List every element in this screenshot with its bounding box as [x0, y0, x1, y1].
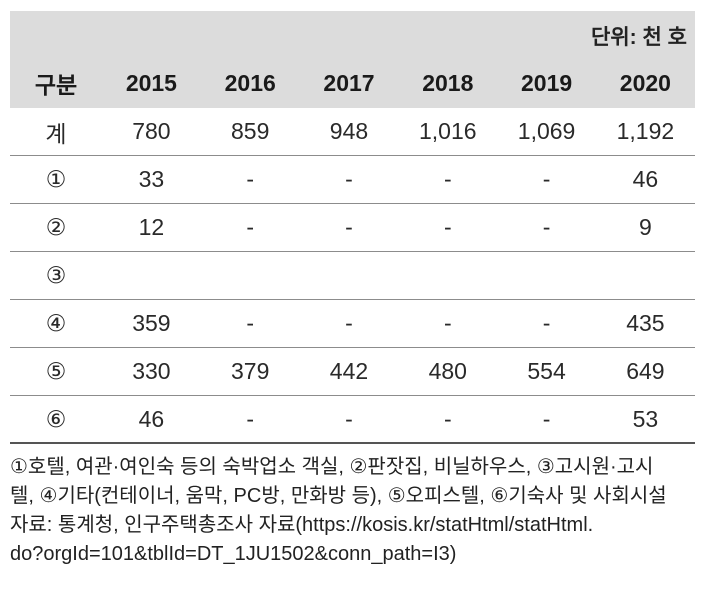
table-cell: 1,192	[616, 118, 675, 144]
table-footnote: ①호텔, 여관·여인숙 등의 숙박업소 객실, ②판잣집, 비닐하우스, ③고시…	[10, 453, 695, 569]
row-label: ④	[45, 310, 67, 336]
row-label: ③	[45, 262, 67, 288]
table-row-6: ⑥ 46 - - - - 53	[10, 396, 695, 444]
table-cell: -	[345, 405, 353, 432]
table-cell: -	[542, 214, 551, 240]
table-cell: 442	[329, 358, 369, 384]
table-cell: 359	[132, 310, 171, 336]
header-year-2015: 2015	[125, 69, 177, 96]
table-row-4: ④ 359 - - - - 435	[10, 300, 695, 348]
footnote-source-line-1: 자료: 통계청, 인구주택총조사 자료(https://kosis.kr/sta…	[10, 514, 594, 536]
table-cell: 9	[638, 214, 652, 240]
table-cell: -	[542, 310, 551, 336]
table-cell: -	[443, 405, 452, 432]
row-label: 계	[45, 120, 67, 147]
table-cell: 46	[138, 405, 165, 432]
table-cell: -	[443, 166, 452, 192]
header-row: 구분 2015 2016 2017 2018 2019 2020	[10, 63, 695, 103]
table-cell: 780	[132, 118, 171, 144]
table-cell: 379	[231, 358, 270, 384]
row-label: ⑥	[45, 405, 67, 432]
table-cell: 859	[231, 118, 270, 144]
table-cell: -	[345, 310, 353, 336]
header-year-2018: 2018	[422, 69, 474, 96]
table-row-5: ⑤ 330 379 442 480 554 649	[10, 348, 695, 396]
table-cell: 649	[626, 358, 665, 384]
table-cell: 330	[132, 358, 171, 384]
table-cell: 1,069	[517, 118, 576, 144]
table-cell: 435	[626, 310, 665, 336]
table-row-3: ③	[10, 252, 695, 300]
table-cell: -	[246, 310, 255, 336]
statistics-table-container: 단위: 천 호 구분 2015 2016 2017 2018 2019 2020…	[10, 11, 695, 569]
row-label: ①	[45, 166, 67, 192]
header-year-2019: 2019	[521, 69, 573, 96]
table-cell: -	[345, 214, 353, 240]
table-cell: -	[246, 214, 255, 240]
table-cell: -	[443, 310, 452, 336]
header-category: 구분	[34, 72, 78, 98]
table-cell: -	[542, 166, 551, 192]
table-cell: -	[246, 166, 255, 192]
footnote-line-1: ①호텔, 여관·여인숙 등의 숙박업소 객실, ②판잣집, 비닐하우스, ③고시…	[10, 456, 654, 478]
footnote-line-2: 텔, ④기타(컨테이너, 움막, PC방, 만화방 등), ⑤오피스텔, ⑥기숙…	[10, 485, 667, 507]
table-cell: 33	[138, 166, 165, 192]
table-cell: 1,016	[419, 118, 477, 144]
table-cell: 53	[632, 405, 659, 432]
table-row-2: ② 12 - - - - 9	[10, 204, 695, 252]
header-year-2017: 2017	[323, 69, 375, 96]
table-cell: -	[345, 166, 353, 192]
table-cell: -	[246, 405, 255, 432]
table-row-1: ① 33 - - - - 46	[10, 156, 695, 204]
footnote-source-line-2: do?orgId=101&tblId=DT_1JU1502&conn_path=…	[10, 543, 457, 565]
unit-label: 단위: 천 호	[591, 26, 687, 49]
table-cell: 480	[428, 358, 467, 384]
row-label: ②	[45, 214, 67, 240]
header-year-2016: 2016	[224, 69, 276, 96]
table-header: 단위: 천 호 구분 2015 2016 2017 2018 2019 2020	[10, 11, 695, 108]
table-cell: -	[542, 405, 551, 432]
table-row-total: 계 780 859 948 1,016 1,069 1,192	[10, 108, 695, 156]
table-cell: 12	[138, 214, 165, 240]
row-label: ⑤	[45, 358, 67, 384]
table-cell: 46	[632, 166, 659, 192]
table-cell: 948	[329, 118, 369, 144]
table-cell: -	[443, 214, 452, 240]
header-year-2020: 2020	[619, 69, 671, 96]
table-cell: 554	[527, 358, 566, 384]
